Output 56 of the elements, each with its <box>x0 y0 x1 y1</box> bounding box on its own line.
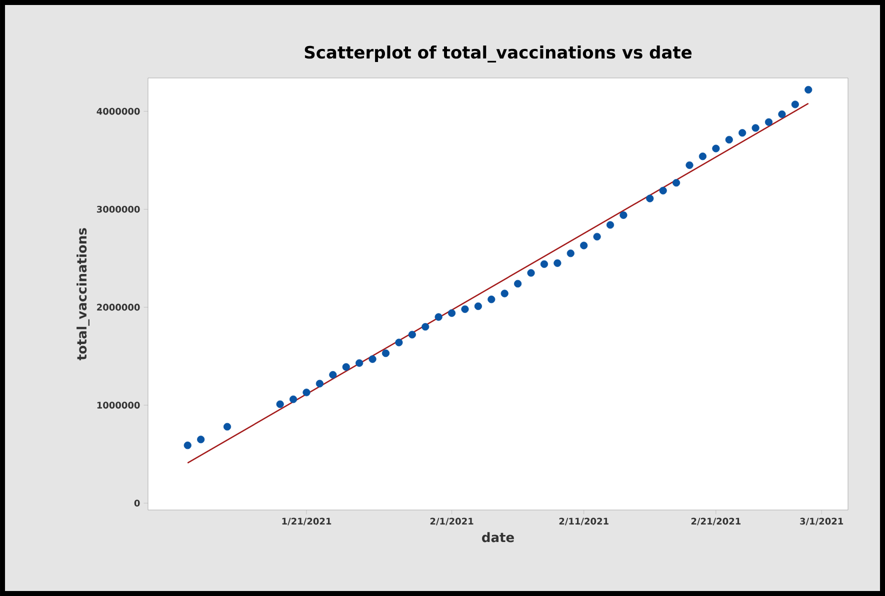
point <box>606 221 614 229</box>
point <box>382 349 390 358</box>
point <box>712 144 720 152</box>
point <box>752 124 760 132</box>
y-tick-label: 3000000 <box>96 206 140 213</box>
point <box>408 330 416 338</box>
point <box>356 359 364 367</box>
point <box>527 269 535 277</box>
x-axis-title: date <box>482 532 514 542</box>
point <box>342 363 350 371</box>
x-tick-label: 2/1/2021 <box>430 518 474 526</box>
point <box>580 242 588 250</box>
point <box>223 422 232 431</box>
y-tick-label: 1000000 <box>97 402 140 409</box>
point <box>276 400 284 408</box>
point <box>593 232 601 240</box>
y-axis-title: total_vaccinations <box>76 228 90 360</box>
point <box>686 161 694 169</box>
point <box>738 129 746 137</box>
y-tick-label: 0 <box>134 500 140 507</box>
x-tick-label: 1/21/2021 <box>282 518 332 526</box>
point <box>474 302 482 310</box>
x-tick-label: 3/1/2021 <box>800 518 844 526</box>
point <box>725 136 733 144</box>
point <box>395 338 403 346</box>
x-tick-label: 2/11/2021 <box>559 518 608 526</box>
y-tick-label: 2000000 <box>97 304 140 311</box>
point <box>791 100 799 108</box>
point <box>422 323 430 331</box>
point <box>764 118 773 126</box>
point <box>620 211 628 219</box>
point <box>316 380 324 388</box>
point <box>434 313 442 321</box>
x-tick-label: 2/21/2021 <box>691 518 741 526</box>
point <box>368 355 376 363</box>
point <box>778 110 786 118</box>
point <box>566 250 574 258</box>
point <box>698 152 707 160</box>
point <box>804 86 812 94</box>
point <box>461 305 469 313</box>
point <box>646 194 654 202</box>
chart-title: Scatterplot of total_vaccinations vs date <box>304 46 692 62</box>
point <box>302 388 310 396</box>
point <box>500 290 508 298</box>
point <box>672 179 680 187</box>
point <box>514 280 522 288</box>
point <box>540 260 548 268</box>
point <box>197 436 205 444</box>
point <box>448 309 456 317</box>
point <box>329 371 337 379</box>
point <box>289 395 298 404</box>
point <box>184 442 192 450</box>
point <box>554 259 562 267</box>
y-tick-label: 4000000 <box>96 108 140 115</box>
point <box>488 296 496 304</box>
point <box>659 186 667 194</box>
